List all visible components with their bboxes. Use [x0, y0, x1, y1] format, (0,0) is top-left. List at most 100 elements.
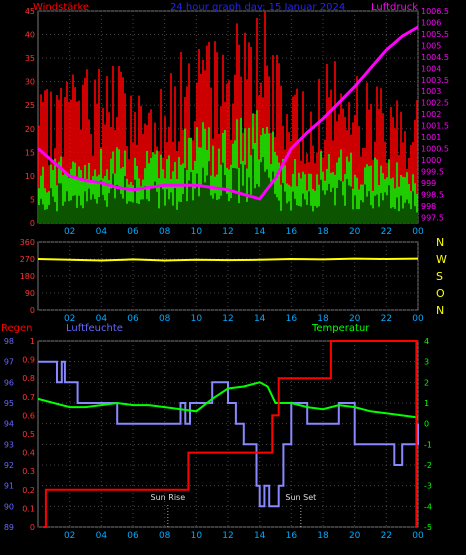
y-tick-label: 5 — [30, 195, 35, 204]
climate-x-axis-ticks: 02 04 06 08 10 12 14 16 18 20 22 00 — [64, 531, 424, 541]
rain-tick-label: 0.4 — [22, 449, 35, 458]
x-tick-label: 08 — [159, 227, 171, 237]
rain-axis-ticks: 0 0.1 0.2 0.3 0.4 0.5 0.6 0.7 0.8 0.9 1 — [22, 337, 35, 532]
x-tick-label: 18 — [317, 531, 329, 541]
wind-left-axis-ticks: 0 5 10 15 20 25 30 35 40 45 — [25, 7, 35, 228]
climate-lines — [37, 340, 419, 528]
sun-annotation: Sun Rise — [151, 493, 186, 502]
direction-compass-label: S — [436, 270, 443, 283]
wind-right-label: Luftdruck — [371, 2, 418, 13]
y-tick-label: 360 — [20, 238, 35, 247]
temperature-tick-label: 0 — [424, 420, 429, 429]
x-tick-label: 18 — [317, 314, 329, 324]
rain-tick-label: 0.2 — [22, 486, 35, 495]
humidity-label: Luftfeuchte — [66, 323, 123, 334]
sun-annotations: Sun Rise Sun Set — [151, 493, 316, 527]
x-tick-label: 02 — [64, 227, 75, 237]
y-tick-label: 1002 — [421, 110, 441, 119]
x-tick-label: 20 — [349, 314, 361, 324]
rain-line — [42, 340, 418, 528]
x-tick-label: 22 — [381, 531, 392, 541]
humidity-axis-ticks: 89 90 91 92 93 94 95 96 97 98 — [4, 337, 14, 532]
y-tick-label: 30 — [25, 78, 35, 87]
x-tick-label: 04 — [96, 314, 108, 324]
sun-annotation: Sun Set — [285, 493, 316, 502]
humidity-tick-label: 93 — [4, 440, 14, 449]
y-tick-label: 35 — [25, 54, 35, 63]
y-tick-label: 0 — [30, 306, 35, 315]
y-tick-label: 180 — [20, 272, 35, 281]
rain-tick-label: 0.1 — [22, 504, 35, 513]
rain-tick-label: 0.6 — [22, 411, 35, 420]
humidity-tick-label: 91 — [4, 482, 14, 491]
humidity-tick-label: 89 — [4, 523, 14, 532]
direction-x-axis-ticks: 02 04 06 08 10 12 14 16 18 20 22 00 — [64, 314, 424, 324]
x-tick-label: 04 — [96, 531, 108, 541]
x-tick-label: 00 — [412, 531, 424, 541]
x-tick-label: 14 — [254, 314, 266, 324]
y-tick-label: 1001.5 — [421, 122, 449, 131]
y-tick-label: 0 — [30, 219, 35, 228]
temperature-line — [37, 381, 419, 419]
y-tick-label: 270 — [20, 255, 35, 264]
wind-title: 24 hour graph day: 15 Januar 2024 — [170, 2, 345, 13]
y-tick-label: 997.5 — [421, 213, 444, 222]
pressure-line — [37, 25, 419, 201]
rain-label: Regen — [1, 323, 33, 334]
x-tick-label: 02 — [64, 314, 75, 324]
y-tick-label: 1000 — [421, 156, 441, 165]
temperature-tick-label: -4 — [424, 502, 432, 511]
temperature-tick-label: -5 — [424, 523, 432, 532]
y-tick-label: 45 — [25, 7, 35, 16]
y-tick-label: 20 — [25, 125, 35, 134]
wind-left-label: Windstärke — [33, 2, 89, 13]
direction-compass-label: O — [436, 287, 445, 300]
y-tick-label: 1006.5 — [421, 7, 449, 16]
y-tick-label: 90 — [25, 289, 35, 298]
x-tick-label: 10 — [191, 227, 203, 237]
x-tick-label: 16 — [286, 227, 298, 237]
temperature-label: Temperatur — [311, 323, 370, 334]
y-tick-label: 1003 — [421, 87, 441, 96]
x-tick-label: 20 — [349, 531, 361, 541]
y-tick-label: 1006 — [421, 18, 441, 27]
y-tick-label: 1002.5 — [421, 99, 449, 108]
direction-line — [37, 257, 419, 262]
rain-tick-label: 0.8 — [22, 374, 35, 383]
x-tick-label: 16 — [286, 314, 298, 324]
humidity-tick-label: 98 — [4, 337, 14, 346]
x-tick-label: 18 — [317, 227, 329, 237]
wind-bars — [38, 11, 418, 223]
x-tick-label: 08 — [159, 531, 171, 541]
y-tick-label: 1001 — [421, 133, 441, 142]
temperature-tick-label: 3 — [424, 358, 429, 367]
x-tick-label: 02 — [64, 531, 75, 541]
y-tick-label: 1005.5 — [421, 30, 449, 39]
x-tick-label: 12 — [222, 227, 233, 237]
rain-tick-label: 0.5 — [22, 430, 35, 439]
x-tick-label: 00 — [412, 314, 424, 324]
y-tick-label: 1003.5 — [421, 76, 449, 85]
direction-compass-label: N — [436, 304, 444, 317]
x-tick-label: 20 — [349, 227, 361, 237]
x-tick-label: 10 — [191, 314, 203, 324]
y-tick-label: 10 — [25, 172, 35, 181]
wind-lines — [37, 25, 419, 201]
rain-tick-label: 1 — [30, 337, 35, 346]
rain-tick-label: 0.3 — [22, 467, 35, 476]
rain-tick-label: 0.9 — [22, 356, 35, 365]
wind-x-axis-ticks: 02 04 06 08 10 12 14 16 18 20 22 00 — [64, 227, 424, 237]
x-tick-label: 16 — [286, 531, 298, 541]
y-tick-label: 1000.5 — [421, 145, 449, 154]
temperature-tick-label: 2 — [424, 378, 429, 387]
x-tick-label: 00 — [412, 227, 424, 237]
temperature-tick-label: -2 — [424, 461, 432, 470]
temperature-tick-label: -3 — [424, 482, 432, 491]
x-tick-label: 06 — [127, 227, 139, 237]
humidity-tick-label: 97 — [4, 358, 14, 367]
rain-tick-label: 0.7 — [22, 393, 35, 402]
humidity-tick-label: 94 — [4, 420, 14, 429]
direction-compass-label: N — [436, 236, 444, 249]
y-tick-label: 999 — [421, 179, 436, 188]
